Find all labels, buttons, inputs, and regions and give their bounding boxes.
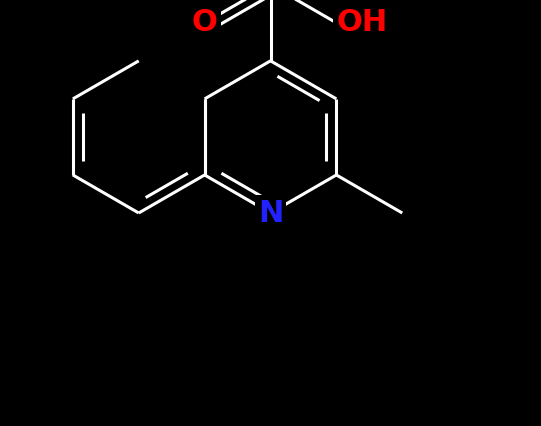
Text: N: N (258, 199, 283, 227)
Text: O: O (192, 9, 217, 37)
Text: OH: OH (337, 9, 388, 37)
